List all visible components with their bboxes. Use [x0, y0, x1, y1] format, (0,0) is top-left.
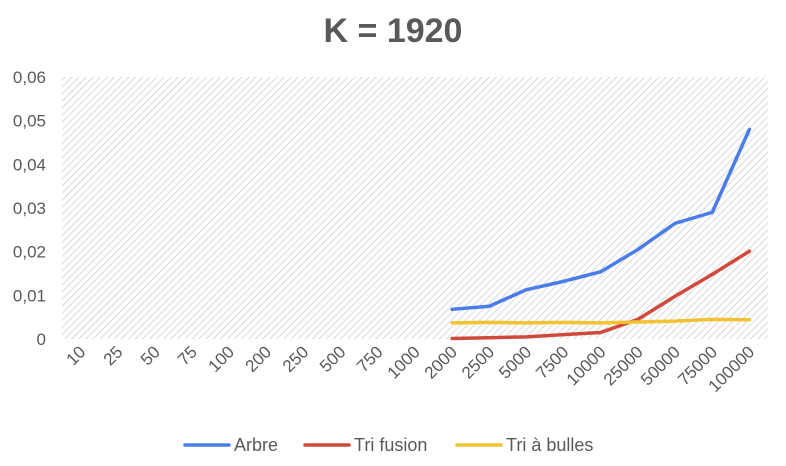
data-point: [600, 331, 602, 333]
legend-label: Tri fusion: [354, 435, 427, 455]
x-tick-label: 50: [137, 342, 164, 369]
y-tick-label: 0,01: [13, 286, 46, 305]
y-tick-label: 0,03: [13, 199, 46, 218]
x-tick-label: 250: [279, 342, 312, 375]
y-tick-label: 0,04: [13, 155, 46, 174]
data-point: [563, 334, 565, 336]
x-tick-label: 10: [63, 342, 90, 369]
data-point: [711, 273, 713, 275]
x-tick-label: 25: [100, 342, 127, 369]
data-point: [451, 338, 453, 340]
data-point: [674, 295, 676, 297]
x-tick-label: 5000: [495, 342, 535, 382]
x-tick-label: 25000: [600, 342, 647, 389]
legend-label: Arbre: [234, 435, 278, 455]
plot-area: [62, 77, 768, 339]
x-axis: 10 25 50 75 100 200 250 500 75010002000250050007…: [63, 342, 759, 396]
data-point: [748, 319, 750, 321]
series-lines: [450, 127, 752, 341]
data-point: [711, 211, 713, 213]
x-tick-label: 750: [353, 342, 386, 375]
data-point: [488, 337, 490, 339]
data-point: [748, 128, 750, 130]
data-point: [637, 318, 639, 320]
data-point: [563, 321, 565, 323]
data-point: [525, 336, 527, 338]
x-tick-label: 2000: [421, 342, 461, 382]
legend: Arbre Tri fusion Tri à bulles: [183, 435, 593, 455]
data-point: [451, 322, 453, 324]
data-point: [563, 280, 565, 282]
data-point: [674, 320, 676, 322]
x-tick-label: 1000: [384, 342, 424, 382]
data-point: [451, 308, 453, 310]
x-tick-label: 500: [316, 342, 349, 375]
y-tick-label: 0: [37, 330, 46, 349]
data-point: [674, 222, 676, 224]
x-tick-label: 2500: [458, 342, 498, 382]
data-point: [711, 318, 713, 320]
data-point: [637, 321, 639, 323]
y-tick-label: 0,05: [13, 112, 46, 131]
legend-label: Tri à bulles: [506, 435, 593, 455]
y-axis: 0 0,01 0,02 0,03 0,04 0,05 0,06: [13, 68, 46, 349]
data-point: [637, 248, 639, 250]
y-tick-label: 0,06: [13, 68, 46, 87]
y-tick-label: 0,02: [13, 243, 46, 262]
x-tick-label: 75: [174, 342, 201, 369]
chart-title: K = 1920: [324, 12, 463, 50]
data-point: [600, 322, 602, 324]
data-point: [525, 289, 527, 291]
data-point: [488, 321, 490, 323]
x-tick-label: 10000: [563, 342, 610, 389]
x-tick-label: 100: [205, 342, 238, 375]
data-point: [748, 250, 750, 252]
data-point: [525, 322, 527, 324]
data-point: [488, 305, 490, 307]
x-tick-label: 200: [242, 342, 275, 375]
x-tick-label: 50000: [637, 342, 684, 389]
data-point: [600, 271, 602, 273]
